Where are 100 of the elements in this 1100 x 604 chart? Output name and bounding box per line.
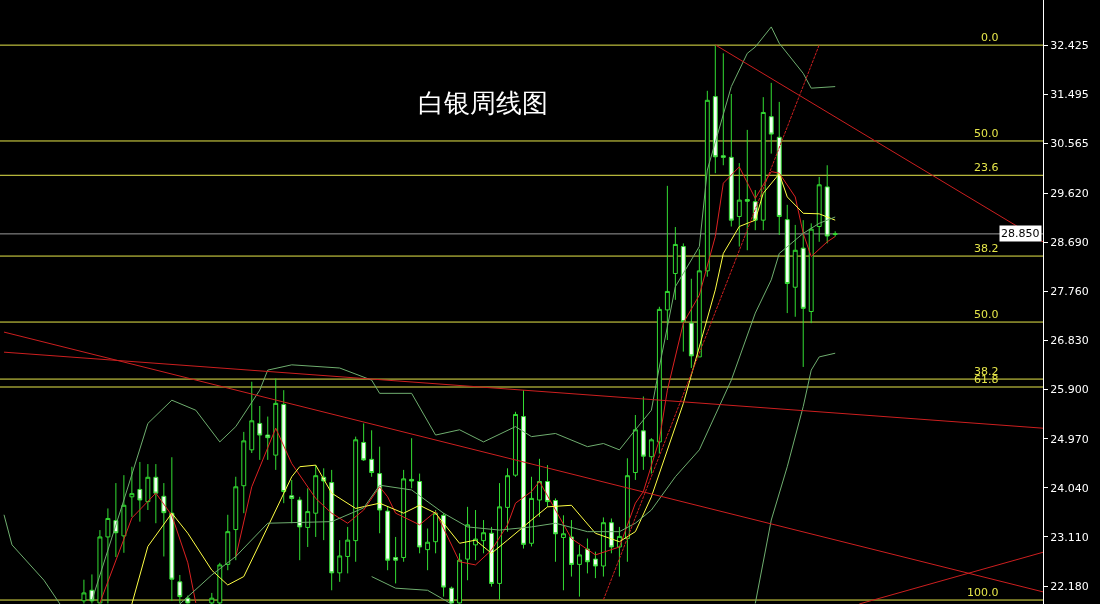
candlestick [497,482,502,601]
candlestick [281,389,287,504]
line-series [235,166,836,566]
candlestick [600,516,606,578]
candlestick [337,539,343,583]
annotation: 23.6 [974,161,999,174]
candlestick [760,96,766,231]
candlestick [313,464,319,538]
candlestick [736,162,742,248]
candlestick [329,469,335,591]
candlestick [393,536,399,584]
candlestick [776,101,782,236]
candlestick [433,509,439,554]
candlestick [720,52,726,166]
candlestick [473,509,478,561]
candlestick [608,517,614,554]
annotation: 100.0 [967,586,999,599]
candlestick [584,538,590,574]
candlestick [425,528,431,571]
candlestick [513,411,518,478]
y-tick-label: 28.690 [1050,236,1089,250]
candlestick [712,44,718,174]
candlestick [241,431,247,514]
candlestick [273,378,279,471]
candlestick [632,414,638,481]
y-tick-label: 22.180 [1050,579,1089,593]
candlestick [345,526,351,574]
candlestick [225,514,231,571]
annotation: 50.0 [974,308,999,321]
y-tick-label: 23.110 [1050,530,1089,544]
candlestick [664,185,670,341]
candlestick [481,519,486,554]
candlestick [688,278,694,369]
candlestick [648,437,654,475]
candlestick [800,219,806,368]
candlestick [353,436,359,563]
line-series [371,576,453,604]
candlestick [169,456,175,602]
y-tick-label: 27.760 [1050,285,1089,299]
candlestick [561,514,566,591]
y-tick-label: 24.970 [1050,432,1089,446]
candlestick [592,551,598,579]
candlestick [728,93,734,227]
y-tick-label: 25.900 [1050,383,1089,397]
y-tick-label: 26.830 [1050,334,1089,348]
line-series [131,173,836,604]
candlestick [257,405,263,461]
candlestick [816,176,822,243]
candlestick [321,467,327,541]
y-tick-label: 24.040 [1050,481,1089,495]
candlestick [409,437,415,489]
line-series [99,492,197,604]
candlestick [249,381,255,454]
y-tick-label: 31.495 [1050,88,1089,102]
candlestick [385,506,391,571]
candlestick [568,519,574,578]
candlestick [401,469,407,563]
candlestick [305,487,311,548]
candlestick [680,242,686,353]
candlestick [537,458,542,518]
line-series [179,216,836,604]
candlestick [768,82,774,155]
candlestick [824,164,830,244]
candlestick [161,482,167,557]
candlestick [521,389,526,550]
candlestick [265,416,271,461]
candlestick [369,429,375,478]
y-tick-label: 29.620 [1050,187,1089,201]
candlestick [153,463,159,524]
candlestick [784,204,790,314]
candlestick [177,574,183,604]
annotation: 50.0 [974,127,999,140]
candlestick [704,90,710,278]
candlestick [808,222,814,324]
candlestick [121,474,127,554]
candlestick [137,461,143,523]
annotation: 38.2 [974,242,999,255]
candlestick [640,396,646,471]
line-series [3,514,61,604]
y-tick-label: 32.425 [1050,38,1089,52]
candlestick [832,230,838,238]
text: 白银周线图 [418,88,548,118]
line-series [754,352,836,604]
candlestick [529,476,534,547]
candlestick [744,129,750,251]
candlestick [377,446,383,534]
candlestick [505,467,510,533]
y-tick-label: 30.565 [1050,137,1089,151]
candlestick [672,226,678,301]
candlestick [417,473,423,554]
ref-line-label: 28.850 [1001,227,1040,240]
candlestick [361,422,367,462]
candlestick [576,544,582,598]
candlestick [129,466,135,518]
annotation: 0.0 [981,31,999,44]
candlestick [489,526,494,588]
candlestick [449,586,455,604]
candlestick [297,496,303,561]
line-series [91,26,836,601]
candlestick [465,506,471,581]
